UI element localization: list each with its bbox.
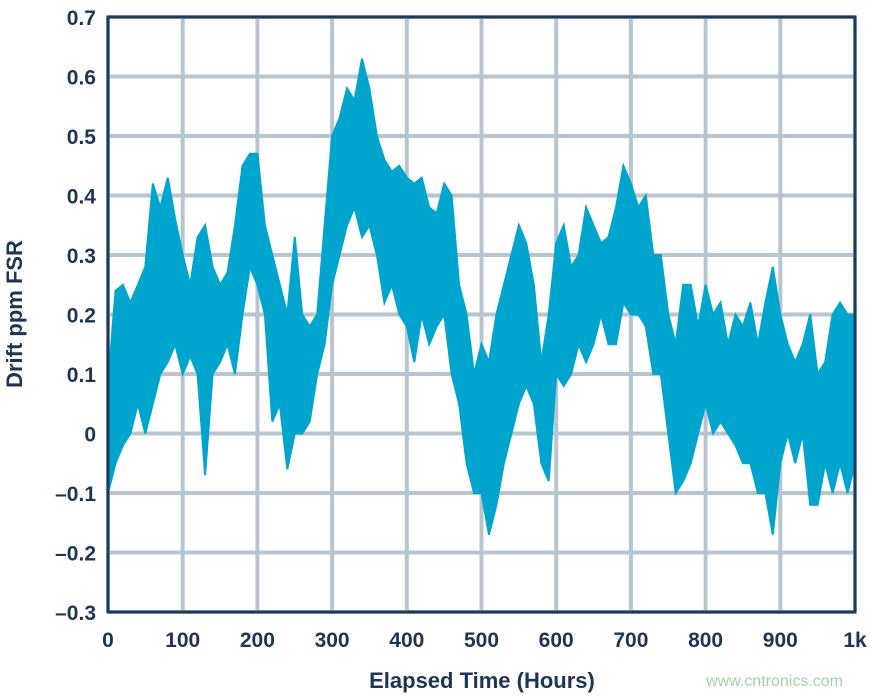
y-tick-label: 0.7 [67, 7, 96, 30]
x-tick-label: 400 [389, 629, 424, 652]
y-tick-label: 0 [84, 424, 96, 447]
y-tick-label: 0.6 [67, 67, 96, 90]
x-tick-label: 800 [688, 629, 723, 652]
x-tick-label: 100 [165, 629, 200, 652]
x-axis-label: Elapsed Time (Hours) [369, 668, 595, 693]
x-tick-label: 900 [763, 629, 798, 652]
x-tick-label: 500 [464, 629, 499, 652]
x-tick-label: 200 [240, 629, 275, 652]
y-tick-label: 0.1 [67, 364, 97, 387]
x-tick-labels: 0 100 200 300 400 500 600 700 800 900 1k [102, 629, 867, 652]
x-tick-label: 600 [539, 629, 574, 652]
y-tick-label: 0.5 [67, 126, 97, 149]
x-tick-label: 700 [613, 629, 648, 652]
x-tick-label: 1k [843, 629, 867, 652]
y-tick-label: 0.3 [67, 245, 96, 268]
y-tick-label: –0.3 [55, 602, 96, 625]
x-tick-label: 0 [102, 629, 114, 652]
y-tick-label: 0.2 [67, 305, 96, 328]
plot-frame [106, 15, 857, 614]
y-tick-label: –0.1 [55, 483, 96, 506]
y-tick-label: –0.2 [55, 543, 96, 566]
y-axis-label: Drift ppm FSR [2, 240, 27, 388]
y-tick-labels: –0.3 –0.2 –0.1 0 0.1 0.2 0.3 0.4 0.5 0.6 0.7 [55, 7, 96, 625]
x-tick-label: 300 [315, 629, 350, 652]
y-tick-label: 0.4 [67, 186, 97, 209]
watermark: www.cntronics.com [706, 673, 843, 690]
